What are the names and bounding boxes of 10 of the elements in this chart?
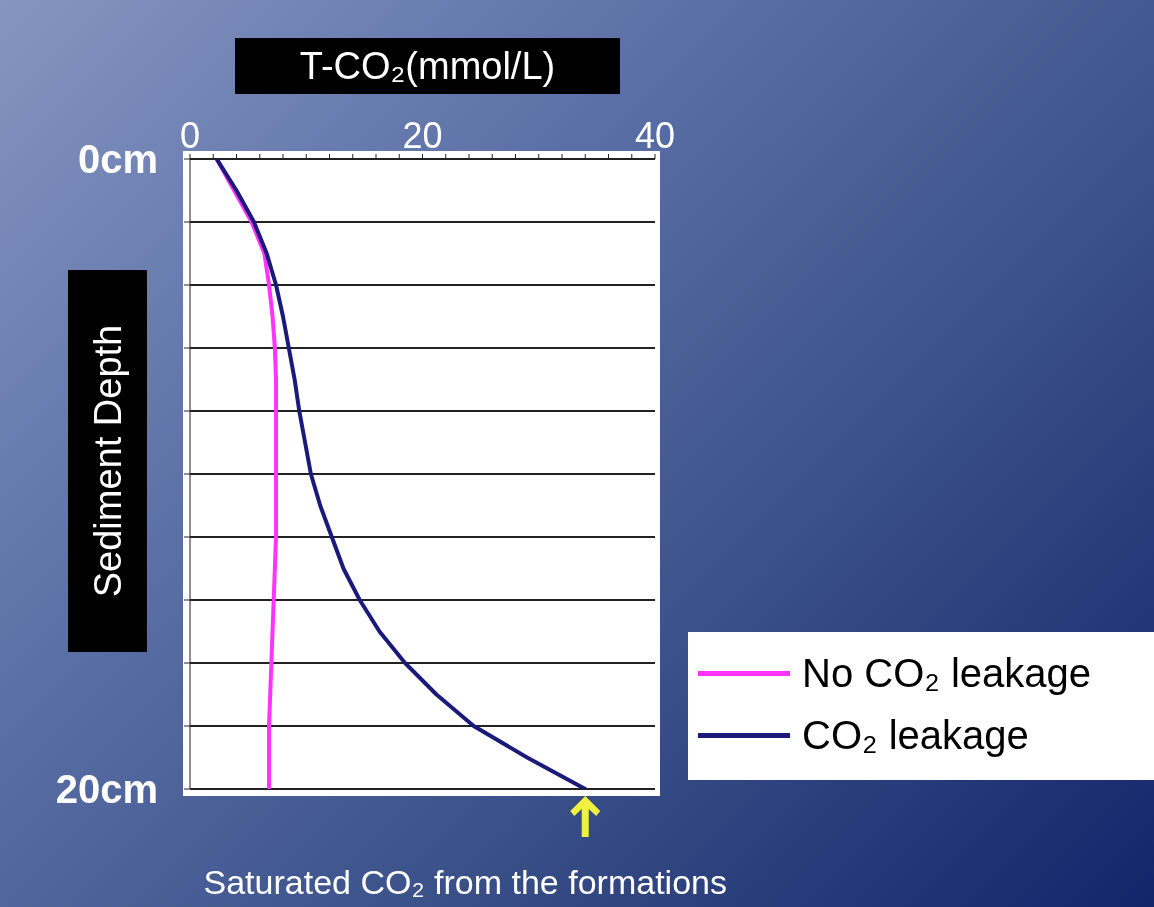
y-axis-title: Sediment Depth — [86, 324, 129, 598]
x-tick-label: 20 — [402, 115, 443, 156]
annotation: Saturated CO₂ from the formations — [203, 863, 727, 901]
x-axis-title: T-CO₂(mmol/L) — [235, 38, 620, 94]
x-tick-label: 0 — [179, 115, 201, 156]
legend-label: No CO₂ leakage — [802, 650, 1092, 696]
x-tick-label: 40 — [634, 115, 676, 156]
y-tick-label: 20cm — [55, 767, 158, 812]
legend-label: CO₂ leakage — [802, 712, 1029, 758]
y-tick-label: 0cm — [77, 137, 158, 182]
